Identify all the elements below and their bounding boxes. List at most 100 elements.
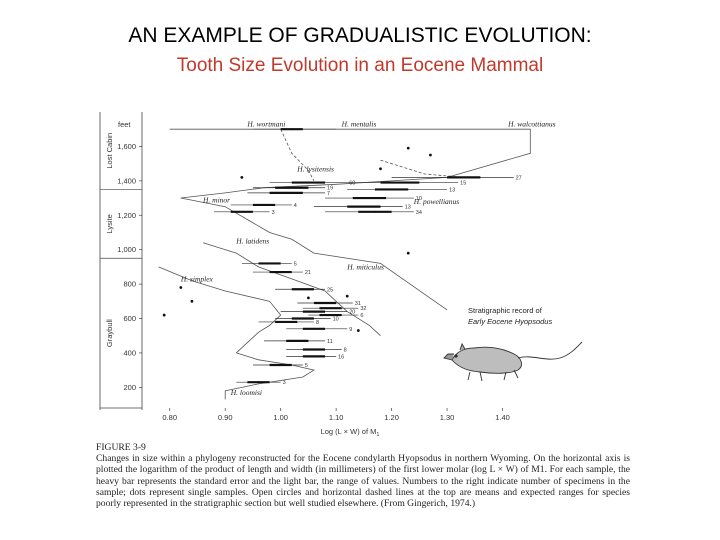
sample-count-label: 31	[355, 301, 361, 307]
sample-mean-point	[313, 355, 315, 358]
x-tick-label: 1.20	[384, 413, 399, 422]
inset-text-line1: Stratigraphic record of	[468, 306, 543, 315]
sample-mean-point	[374, 210, 376, 213]
sample-count-label: 3	[272, 210, 275, 216]
y-tick-label: 1,000	[117, 245, 136, 254]
sample-count-label: 15	[460, 181, 466, 187]
species-label: H. powellianus	[413, 197, 459, 206]
sample-mean-point	[307, 181, 310, 184]
species-label: H. mentalis	[341, 120, 377, 129]
species-label: H. lysitensis	[296, 164, 334, 173]
sample-mean-point	[290, 186, 293, 189]
single-sample-point	[429, 153, 432, 157]
formation-label: Lost Cabin	[105, 133, 114, 169]
y-tick-label: 200	[123, 383, 136, 392]
x-tick-label: 1.00	[273, 413, 288, 422]
y-tick-label: 800	[123, 280, 136, 289]
sample-count-label: 10	[416, 196, 422, 202]
y-unit-label: feet	[118, 120, 131, 129]
sample-mean-point	[257, 381, 260, 384]
sample-count-label: 4	[294, 203, 297, 209]
x-axis-label-subscript: 1	[376, 432, 379, 438]
sample-count-label: 6	[360, 313, 363, 319]
formation-label: Graybull	[105, 319, 114, 347]
slide-subtitle: Tooth Size Evolution in an Eocene Mammal	[176, 55, 544, 76]
lineage-outline-loomisi	[224, 352, 315, 400]
sample-mean-point	[329, 314, 332, 316]
inset-text-line2: Early Eocene Hyopsodus	[468, 317, 552, 326]
single-sample-point	[190, 299, 194, 303]
sample-mean-point	[313, 327, 315, 330]
sample-count-label: 16	[338, 354, 344, 360]
figure-label: FIGURE 3-9	[96, 442, 146, 453]
single-sample-point	[406, 251, 410, 255]
lineage-outline-simplex	[158, 266, 282, 354]
sample-mean-point	[462, 176, 465, 179]
sample-mean-point	[279, 364, 282, 366]
single-sample-point	[179, 286, 183, 289]
y-tick-label: 1,400	[117, 176, 136, 185]
single-sample-point	[162, 313, 166, 317]
sample-count-label: 32	[360, 306, 366, 312]
sample-mean-point	[240, 210, 243, 213]
x-axis-label: Log (L × W) of M1	[321, 427, 380, 438]
sample-count-label: 10	[333, 317, 339, 323]
lineage-outline-walcottianus	[380, 159, 464, 178]
sample-count-label: 7	[327, 191, 330, 197]
lineage-outline-mentalis	[280, 129, 315, 181]
formation-label: Lysite	[105, 214, 114, 233]
species-label: H. latidens	[235, 237, 269, 246]
sample-mean-point	[301, 288, 304, 291]
single-sample-point	[240, 175, 244, 179]
caption-text: Changes in size within a phylogeny recon…	[96, 453, 630, 510]
single-sample-point	[406, 146, 410, 150]
sample-mean-point	[368, 197, 371, 199]
sample-mean-point	[285, 321, 288, 323]
sample-mean-point	[296, 339, 299, 342]
figure-caption: FIGURE 3-9 Changes in size within a phyl…	[96, 442, 630, 509]
sample-count-label: 5	[294, 261, 297, 267]
single-sample-point	[345, 294, 349, 298]
sample-count-label: 9	[349, 327, 352, 333]
sample-mean-point	[290, 128, 293, 131]
single-sample-point	[356, 329, 360, 332]
single-sample-point	[307, 296, 310, 300]
x-tick-label: 0.90	[218, 413, 233, 422]
species-label: H. walcottianus	[507, 120, 556, 129]
sample-mean-point	[362, 205, 365, 208]
sample-mean-point	[396, 181, 399, 184]
y-tick-label: 600	[123, 314, 136, 323]
sample-count-label: 20	[349, 310, 355, 316]
species-label: H. loomisi	[230, 388, 262, 397]
sample-count-label: 8	[316, 320, 319, 326]
species-label: H. simplex	[180, 274, 214, 283]
sample-count-label: 11	[327, 339, 333, 345]
sample-count-label: 5	[305, 363, 308, 369]
sample-mean-point	[279, 271, 282, 273]
y-tick-label: 1,200	[117, 211, 136, 220]
sample-mean-point	[268, 262, 271, 265]
x-tick-label: 0.80	[162, 413, 177, 422]
single-sample-point	[379, 167, 382, 171]
sample-mean-point	[313, 310, 315, 313]
sample-mean-point	[301, 317, 304, 320]
x-tick-label: 1.30	[440, 413, 455, 422]
rodent-illustration	[443, 341, 583, 382]
lineage-outline-upper	[169, 128, 531, 199]
y-tick-label: 400	[123, 348, 136, 357]
species-label: H. miticulus	[346, 262, 384, 271]
sample-count-label: 13	[405, 205, 411, 211]
sample-count-label: 8	[344, 347, 347, 353]
species-label: H. minor	[202, 195, 230, 204]
sample-mean-point	[263, 204, 265, 206]
lineage-outline-miticulus	[202, 242, 381, 336]
slide-title: AN EXAMPLE OF GRADUALISTIC EVOLUTION:	[128, 24, 592, 47]
sample-mean-point	[324, 302, 326, 304]
sample-count-label: 25	[327, 287, 333, 293]
sample-count-label: 27	[516, 175, 522, 181]
species-label: H. wortmani	[246, 120, 285, 129]
sample-count-label: 60	[349, 181, 355, 187]
sample-mean-point	[329, 307, 332, 310]
sample-count-label: 21	[305, 270, 311, 276]
